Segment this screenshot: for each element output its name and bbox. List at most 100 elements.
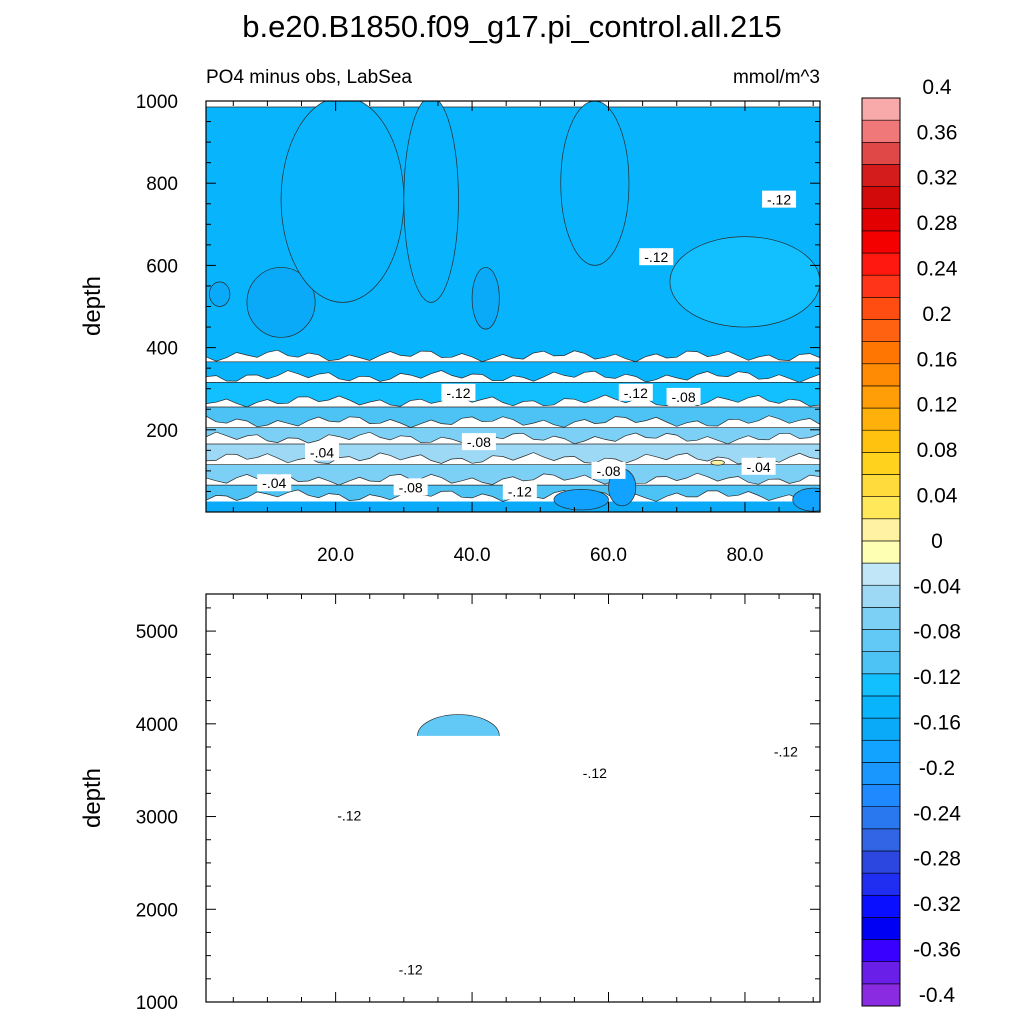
colorbar-box	[862, 630, 900, 652]
colorbar-box	[862, 895, 900, 917]
colorbar-box	[862, 253, 900, 275]
contour-band	[206, 407, 820, 428]
y-tick-label: 2000	[136, 900, 178, 921]
contour-patch	[561, 812, 834, 933]
colorbar-box	[862, 408, 900, 430]
colorbar-box	[862, 851, 900, 873]
contour-patch	[404, 97, 459, 303]
contour-patch	[561, 101, 629, 265]
colorbar-box	[862, 652, 900, 674]
contour-patch	[472, 267, 499, 329]
contour-label: -.12	[762, 191, 796, 208]
y-tick-label: 400	[146, 339, 178, 360]
colorbar-box	[862, 962, 900, 984]
colorbar-box	[862, 740, 900, 762]
contour-band	[206, 362, 820, 383]
colorbar-box	[862, 829, 900, 851]
colorbar-label: -0.32	[913, 893, 961, 916]
colorbar-label: -0.24	[913, 802, 961, 825]
contour-patch	[731, 851, 813, 884]
colorbar-box	[862, 474, 900, 496]
svg-text:-.04: -.04	[262, 475, 286, 491]
x-tick-label: 40.0	[454, 545, 491, 566]
colorbar-box	[862, 563, 900, 585]
colorbar-box	[862, 917, 900, 939]
colorbar-label: 0.12	[917, 394, 958, 417]
colorbar-box	[862, 142, 900, 164]
colorbar-box	[862, 187, 900, 209]
svg-text:-.08: -.08	[399, 479, 423, 495]
colorbar-label: -0.28	[913, 848, 961, 871]
colorbar-box	[862, 364, 900, 386]
contour-label: -.12	[578, 764, 612, 781]
colorbar-box	[862, 674, 900, 696]
x-tick-label: 80.0	[726, 545, 763, 566]
contour-field	[206, 97, 834, 512]
contour-label: -.12	[394, 961, 428, 978]
colorbar-box	[862, 984, 900, 1006]
colorbar-box	[862, 607, 900, 629]
svg-text:-.12: -.12	[774, 744, 798, 760]
colorbar-label: 0.08	[917, 439, 958, 462]
colorbar-box	[862, 541, 900, 563]
svg-text:-.12: -.12	[508, 483, 532, 499]
plot-frame	[206, 594, 820, 1002]
subtitle-left: PO4 minus obs, LabSea	[206, 67, 412, 88]
contour-patch	[233, 915, 274, 932]
y-tick-label: 4000	[136, 715, 178, 736]
colorbar-box	[862, 231, 900, 253]
upper-y-axis-label: depth	[79, 276, 106, 336]
colorbar-label: 0.28	[917, 212, 958, 235]
svg-text:-.12: -.12	[337, 808, 361, 824]
contour-label: -.12	[332, 807, 366, 824]
upper-panel: 200 400 600 800 1000 20.0 40.0 60.0 80.0 -.04 -.08…	[136, 92, 834, 566]
lower-y-axis-label: depth	[79, 768, 106, 828]
contour-label: -.12	[769, 743, 803, 760]
colorbar-label: -0.2	[919, 757, 955, 780]
contour-band	[206, 382, 820, 407]
contour-band	[206, 813, 820, 938]
contour-label: -.08	[394, 478, 428, 495]
colorbar-label: -0.12	[913, 666, 961, 689]
svg-text:-.12: -.12	[399, 962, 423, 978]
contour-label: -.12	[441, 384, 475, 401]
colorbar-box	[862, 585, 900, 607]
colorbar-box	[862, 209, 900, 231]
colorbar-label: 0.04	[917, 485, 958, 508]
colorbar-box	[862, 762, 900, 784]
y-tick-label: 5000	[136, 622, 178, 643]
svg-text:-.12: -.12	[446, 385, 470, 401]
x-tick-label: 60.0	[590, 545, 627, 566]
colorbar-box	[862, 120, 900, 142]
colorbar-label: -0.08	[913, 621, 961, 644]
contour-label: -.08	[592, 462, 626, 479]
svg-text:-.08: -.08	[671, 389, 695, 405]
svg-text:-.12: -.12	[583, 765, 607, 781]
colorbar-label: 0.36	[917, 121, 958, 144]
y-tick-label: 800	[146, 174, 178, 195]
svg-text:-.12: -.12	[767, 192, 791, 208]
contour-patch	[315, 916, 356, 931]
contour-label: -.12	[619, 384, 653, 401]
colorbar-label: -0.36	[913, 939, 961, 962]
colorbar-box	[862, 940, 900, 962]
contour-band	[206, 465, 820, 486]
colorbar-box	[862, 342, 900, 364]
contour-band	[206, 776, 820, 813]
contour-patch	[711, 460, 725, 465]
colorbar-box	[862, 319, 900, 341]
contour-band	[206, 428, 820, 444]
contour-patch	[281, 97, 404, 303]
colorbar-label: 0.32	[917, 167, 958, 190]
colorbar: -0.4 -0.36 -0.32 -0.28 -0.24 -0.2 -0.16 -0.12 -0…	[862, 76, 961, 1007]
chart-title: b.e20.B1850.f09_g17.pi_control.all.215	[242, 9, 782, 44]
svg-text:-.04: -.04	[310, 444, 334, 460]
colorbar-box	[862, 297, 900, 319]
y-tick-label: 1000	[136, 993, 178, 1014]
colorbar-box	[862, 430, 900, 452]
svg-text:-.08: -.08	[596, 463, 620, 479]
contour-label: -.08	[667, 388, 701, 405]
contour-label: -.08	[462, 433, 496, 450]
subtitle-right: mmol/m^3	[733, 67, 820, 88]
colorbar-box	[862, 718, 900, 740]
